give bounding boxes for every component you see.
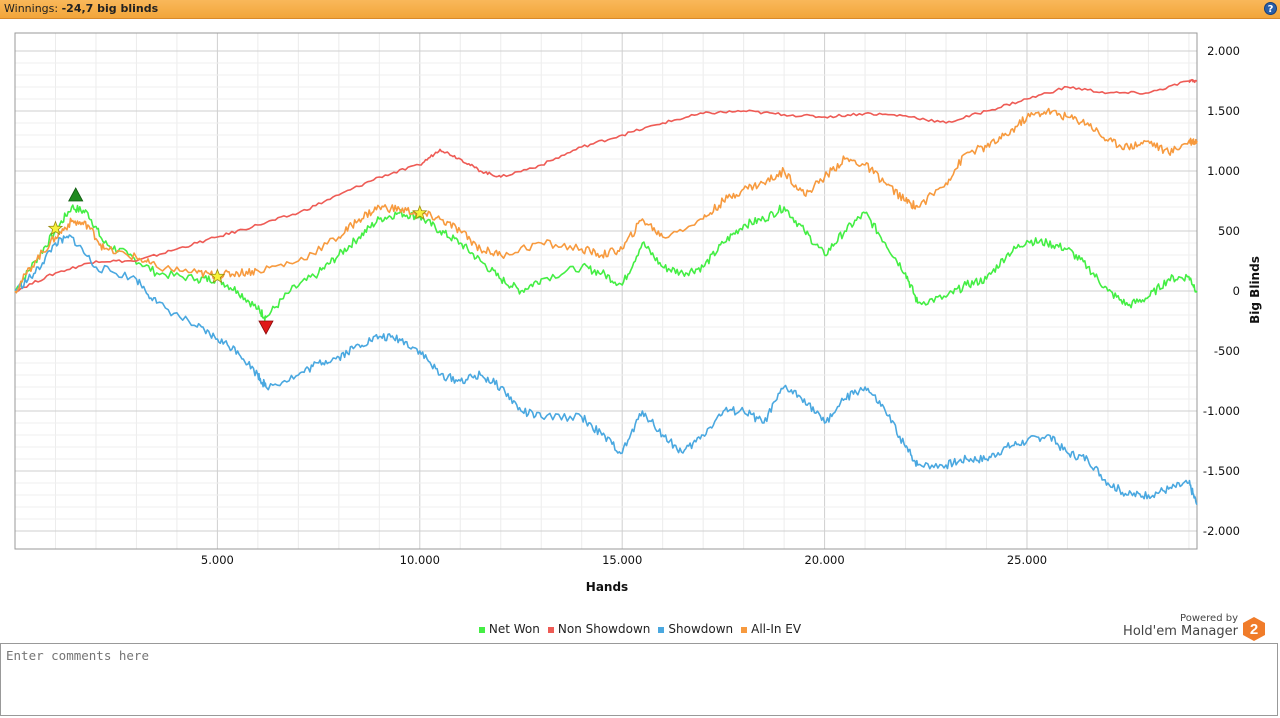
series-line-showdown [14,234,1198,506]
y-tick-label: 1.500 [1207,104,1240,118]
y-tick-label: -500 [1214,344,1240,358]
legend-swatch [658,626,665,633]
x-tick-label: 20.000 [804,553,844,567]
y-axis-ticks: 2.000 1.500 1.000 500 0 -500 -1.000 -1.500 -2.00… [1203,44,1240,538]
legend-item[interactable]: All-In EV [741,622,801,636]
winnings-value: -24,7 big blinds [61,2,159,15]
legend-label: All-In EV [751,622,802,636]
x-axis-ticks: 5.000 10.000 15.000 20.000 25.000 [201,553,1047,567]
series-line-net-won [14,204,1198,321]
legend-label: Showdown [668,622,734,636]
chart-legend: Net Won Non Showdown Showdown All-In EV [0,622,1280,636]
y-tick-label: 1.000 [1207,164,1240,178]
star-marker [209,268,226,284]
series-line-non-showdown [14,78,1198,292]
legend-swatch [741,626,748,633]
y-axis-title: Big Blinds [1248,256,1262,324]
y-tick-label: 2.000 [1207,44,1240,58]
y-tick-label: -2.000 [1203,524,1240,538]
winnings-summary: Winnings: -24,7 big blinds [4,2,158,15]
triangle-up-marker [68,187,84,202]
logo-char: 2 [1250,621,1258,638]
winnings-chart: 5.000 10.000 15.000 20.000 25.000 2.000 1.500… [14,32,1262,594]
legend-swatch [547,626,554,633]
winnings-label: Winnings: [4,2,59,15]
legend-label: Non Showdown [557,622,651,636]
x-tick-label: 10.000 [400,553,440,567]
comments-input[interactable] [0,643,1278,716]
x-tick-label: 25.000 [1007,553,1047,567]
series-lines [14,78,1198,506]
brand-name: Hold'em Manager [1123,624,1238,639]
grid-lines [15,33,1197,549]
x-tick-label: 5.000 [201,553,234,567]
y-tick-label: 500 [1218,224,1240,238]
y-tick-label: -1.000 [1203,404,1240,418]
triangle-down-marker [258,320,274,335]
holdem-manager-logo-icon: 2 [1243,617,1265,641]
star-marker [412,204,428,220]
series-line-all-in-ev [14,107,1198,294]
star-marker [47,220,64,236]
legend-item[interactable]: Non Showdown [547,622,651,636]
y-tick-label: 0 [1233,284,1240,298]
legend-item[interactable]: Net Won [478,622,540,636]
y-tick-label: -1.500 [1203,464,1240,478]
x-tick-label: 15.000 [602,553,642,567]
legend-item[interactable]: Showdown [658,622,733,636]
x-axis-title: Hands [586,580,628,594]
help-icon[interactable]: ? [1264,2,1277,15]
powered-by-label: Powered by [1180,613,1238,624]
legend-label: Net Won [488,622,540,636]
event-markers [47,187,428,335]
powered-by-block: Powered by Hold'em Manager [1123,613,1238,639]
legend-swatch [478,626,485,633]
title-bar: Winnings: -24,7 big blinds ? [0,0,1280,19]
